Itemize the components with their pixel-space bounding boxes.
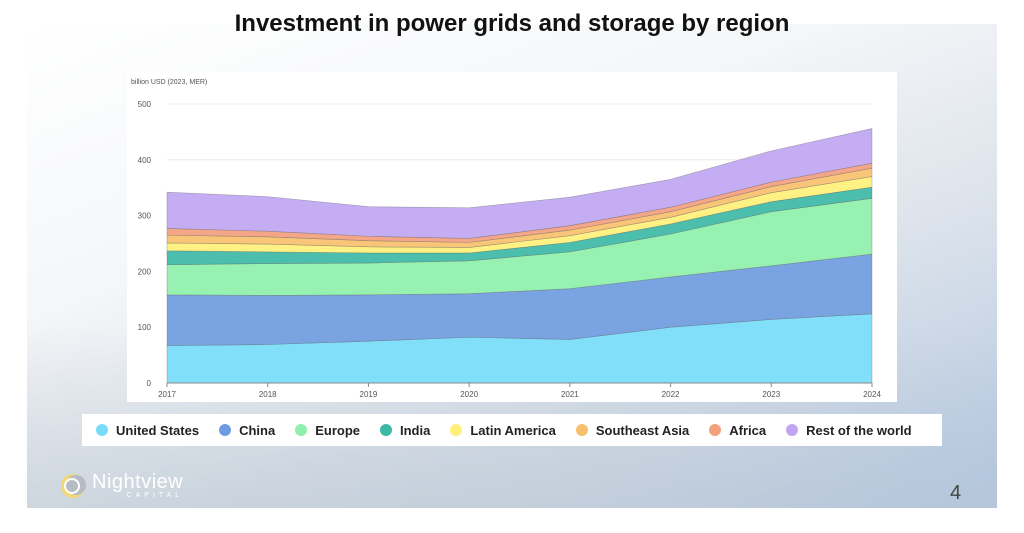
y-tick-label: 200 [138,267,152,276]
area-rest-of-the-world [166,128,873,239]
y-tick-label: 100 [138,323,152,332]
legend-item-africa: Africa [709,423,766,438]
y-tick-label: 400 [138,156,152,165]
legend-item-latin-america: Latin America [450,423,556,438]
y-tick-label: 300 [138,212,152,221]
legend-item-united-states: United States [96,423,199,438]
x-tick-label: 2017 [158,390,176,399]
legend-label: Europe [315,422,360,438]
legend-swatch [786,424,799,436]
chart-legend: United States China Europe India Latin Ameri… [82,414,942,446]
area-europe [166,197,873,296]
legend-swatch [450,424,463,436]
x-tick-label: 2022 [662,390,680,399]
legend-item-europe: Europe [295,423,360,438]
y-tick-label: 500 [138,100,152,109]
legend-item-rest-of-the-world: Rest of the world [786,422,912,438]
legend-label: Latin America [470,422,556,438]
y-axis-unit-label: billion USD (2023, MER) [131,79,207,86]
legend-label: United States [116,422,200,438]
x-tick-label: 2021 [561,390,579,399]
crescent-logo-icon [61,474,86,498]
x-tick-label: 2018 [259,390,277,399]
legend-label: China [239,422,276,438]
legend-label: India [400,422,431,438]
legend-swatch [219,424,232,436]
legend-label: Rest of the world [806,422,912,438]
logo-name: Nightview [92,471,184,493]
legend-swatch [96,424,108,436]
legend-label: Africa [729,422,767,438]
legend-swatch [380,424,392,436]
y-tick-label: 0 [147,379,152,388]
x-tick-label: 2023 [762,390,780,399]
legend-swatch [575,424,588,436]
chart-panel: 0 100 200 300 400 500 2017 2018 2019 2020 2021 2022… [127,72,897,402]
page-number: 4 [950,482,962,504]
x-tick-label: 2024 [863,390,881,399]
legend-item-india: India [380,423,430,438]
legend-swatch [709,424,722,436]
slide-title: Investment in power grids and storage by… [234,10,790,37]
company-logo: Nightview CAPITAL [60,472,183,500]
x-tick-label: 2019 [360,390,378,399]
legend-label: Southeast Asia [595,422,690,438]
stacked-area-chart: 0 100 200 300 400 500 2017 2018 2019 2020 2021 2022… [131,79,881,399]
logo-text: Nightview CAPITAL [92,472,183,500]
legend-item-china: China [219,423,275,438]
legend-swatch [295,424,308,436]
x-tick-label: 2020 [460,390,478,399]
logo-subtitle: CAPITAL [126,492,184,499]
legend-item-southeast-asia: Southeast Asia [575,422,690,438]
